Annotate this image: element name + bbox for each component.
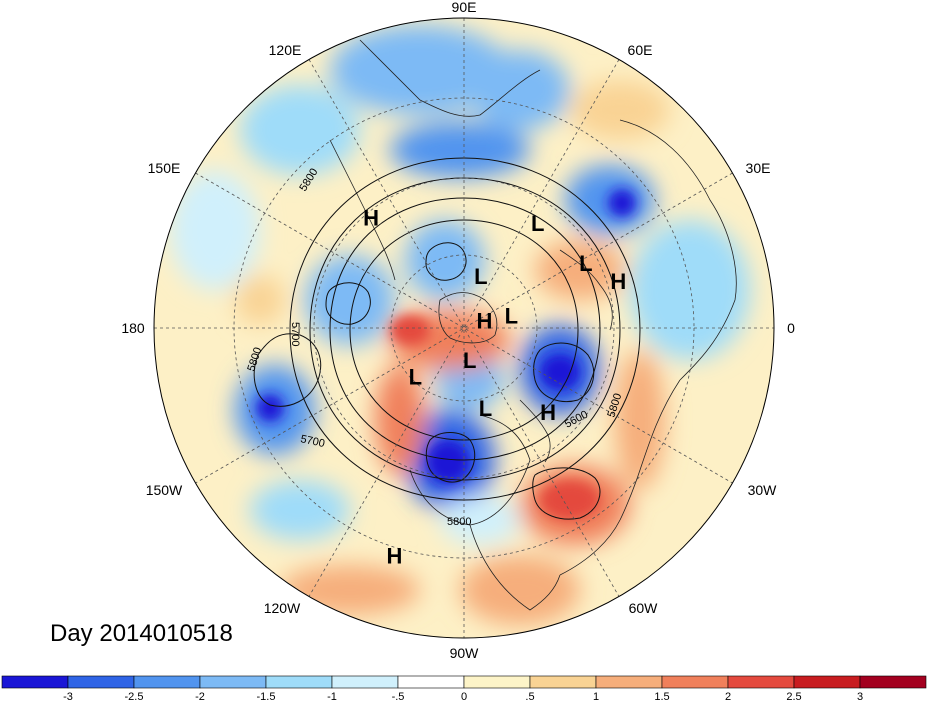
colorbar-tick-label: 3: [857, 691, 863, 702]
colorbar-tick-label: -2: [195, 691, 205, 702]
date-title: Day 2014010518: [50, 620, 233, 648]
lon-label-60e: 60E: [628, 42, 653, 58]
lon-label-0: 0: [787, 320, 795, 336]
colorbar-swatch: [397, 675, 465, 689]
lon-label-30e: 30E: [746, 160, 771, 176]
low-pressure-marker: L: [463, 348, 476, 373]
lon-label-120w: 120W: [264, 600, 301, 616]
date-title-date: 2014010518: [99, 620, 233, 647]
lon-label-150w: 150W: [146, 482, 183, 498]
colorbar-tick-label: .5: [525, 691, 534, 702]
colorbar-swatch: [529, 675, 597, 689]
colorbar-swatch: [67, 675, 135, 689]
colorbar-swatch: [727, 675, 795, 689]
low-pressure-marker: L: [479, 396, 492, 421]
anomaly-shading: [154, 18, 774, 638]
colorbar-swatch: [463, 675, 531, 689]
colorbar-tick-label: 2.5: [786, 691, 801, 702]
low-pressure-marker: L: [531, 211, 544, 236]
lon-label-60w: 60W: [629, 600, 659, 616]
contour-label: 5800: [447, 516, 471, 528]
colorbar-tick-label: 2: [725, 691, 731, 702]
high-pressure-marker: H: [540, 400, 556, 425]
colorbar-swatch: [133, 675, 201, 689]
colorbar: -3 -2.5 -2 -1.5 -1 -.5 0 .5 1 1.5 2 2.5 3: [1, 675, 927, 702]
longitude-labels: 90E 60E 30E 0 30W 60W 90W 120W 150W 180 …: [121, 0, 795, 661]
colorbar-swatch: [265, 675, 333, 689]
colorbar-swatch: [859, 675, 927, 689]
lon-label-90w: 90W: [450, 645, 480, 661]
lon-label-30w: 30W: [748, 482, 778, 498]
high-pressure-marker: H: [476, 309, 492, 334]
colorbar-swatch: [661, 675, 729, 689]
date-title-prefix: Day: [50, 620, 93, 647]
low-pressure-marker: L: [409, 365, 422, 390]
high-pressure-marker: H: [610, 269, 626, 294]
colorbar-tick-label: 0: [461, 691, 467, 702]
graticule: [154, 18, 774, 638]
low-pressure-marker: L: [474, 264, 487, 289]
lon-label-90e: 90E: [452, 0, 477, 15]
colorbar-tick-label: -3: [63, 691, 73, 702]
colorbar-swatch: [1, 675, 69, 689]
colorbar-tick-label: -.5: [392, 691, 405, 702]
map-boundary: [153, 17, 775, 639]
colorbar-tick-label: 1.5: [654, 691, 669, 702]
high-pressure-marker: H: [363, 205, 379, 230]
colorbar-swatch: [793, 675, 861, 689]
lon-label-150e: 150E: [148, 160, 181, 176]
colorbar-swatch: [595, 675, 663, 689]
colorbar-swatch: [199, 675, 267, 689]
lon-label-180: 180: [121, 320, 145, 336]
colorbar-tick-label: -1: [327, 691, 337, 702]
colorbar-tick-label: -1.5: [257, 691, 276, 702]
low-pressure-marker: L: [579, 251, 592, 276]
high-pressure-marker: H: [387, 544, 403, 569]
colorbar-swatch: [331, 675, 399, 689]
colorbar-tick-label: 1: [593, 691, 599, 702]
colorbar-tick-label: -2.5: [125, 691, 144, 702]
contour-label: 5700: [299, 433, 325, 450]
lon-label-120e: 120E: [269, 42, 302, 58]
low-pressure-marker: L: [505, 303, 518, 328]
contour-label: 5700: [289, 322, 301, 346]
